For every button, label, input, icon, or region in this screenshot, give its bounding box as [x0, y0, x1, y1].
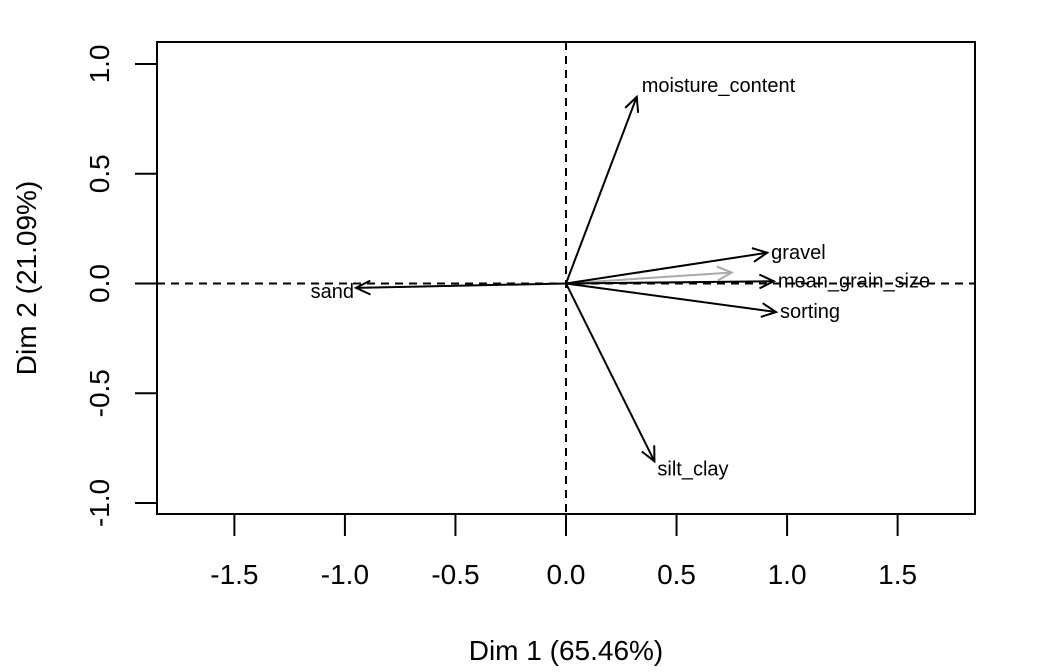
- vector-label-silt-clay: silt_clay: [657, 458, 728, 480]
- y-axis: -1.0 -0.5 0.0 0.5 1.0: [84, 44, 158, 527]
- x-tick-label: 1.0: [768, 559, 807, 590]
- x-tick-label: 1.5: [878, 559, 917, 590]
- x-tick-label: -0.5: [431, 559, 479, 590]
- x-axis: -1.5 -1.0 -0.5 0.0 0.5 1.0 1.5: [210, 513, 917, 590]
- vector-mean-grain-size-head: [758, 273, 777, 290]
- y-tick-label: -0.5: [84, 369, 115, 417]
- vector-mean-grain-size-shaft: [565, 280, 774, 285]
- y-tick-label: 1.0: [84, 44, 115, 83]
- vector-sand-shaft: [355, 282, 567, 289]
- vector-label-sand: sand: [311, 281, 354, 303]
- vector-gravel-head: [751, 247, 770, 263]
- vector-sorting-head: [760, 302, 779, 318]
- supplementary-vectors: [565, 265, 735, 285]
- vector-label-moisture-content: moisture_content: [642, 75, 796, 97]
- x-tick-label: 0.0: [547, 559, 586, 590]
- y-tick-label: -1.0: [84, 479, 115, 527]
- vector-gravel-shaft: [565, 251, 768, 285]
- y-tick-label: 0.5: [84, 154, 115, 193]
- supplementary-vector-head: [716, 265, 735, 282]
- x-tick-label: -1.5: [210, 559, 258, 590]
- vector-label-sorting: sorting: [780, 301, 840, 323]
- vector-moisture-content-shaft: [565, 96, 638, 284]
- vector-sand-head: [353, 279, 371, 296]
- vector-silt-clay-shaft: [565, 283, 656, 462]
- vector-silt-clay-head: [641, 445, 656, 464]
- x-tick-label: 0.5: [657, 559, 696, 590]
- vector-moisture-content-head: [624, 94, 640, 113]
- x-axis-label: Dim 1 (65.46%): [469, 635, 664, 666]
- supplementary-vector-shaft: [565, 271, 732, 285]
- vector-label-mean-grain-size: mean_grain_size: [778, 270, 930, 292]
- vector-label-gravel: gravel: [771, 242, 825, 264]
- y-tick-label: 0.0: [84, 264, 115, 303]
- y-axis-label: Dim 2 (21.09%): [11, 181, 42, 376]
- vector-sorting-shaft: [565, 282, 777, 314]
- x-tick-label: -1.0: [321, 559, 369, 590]
